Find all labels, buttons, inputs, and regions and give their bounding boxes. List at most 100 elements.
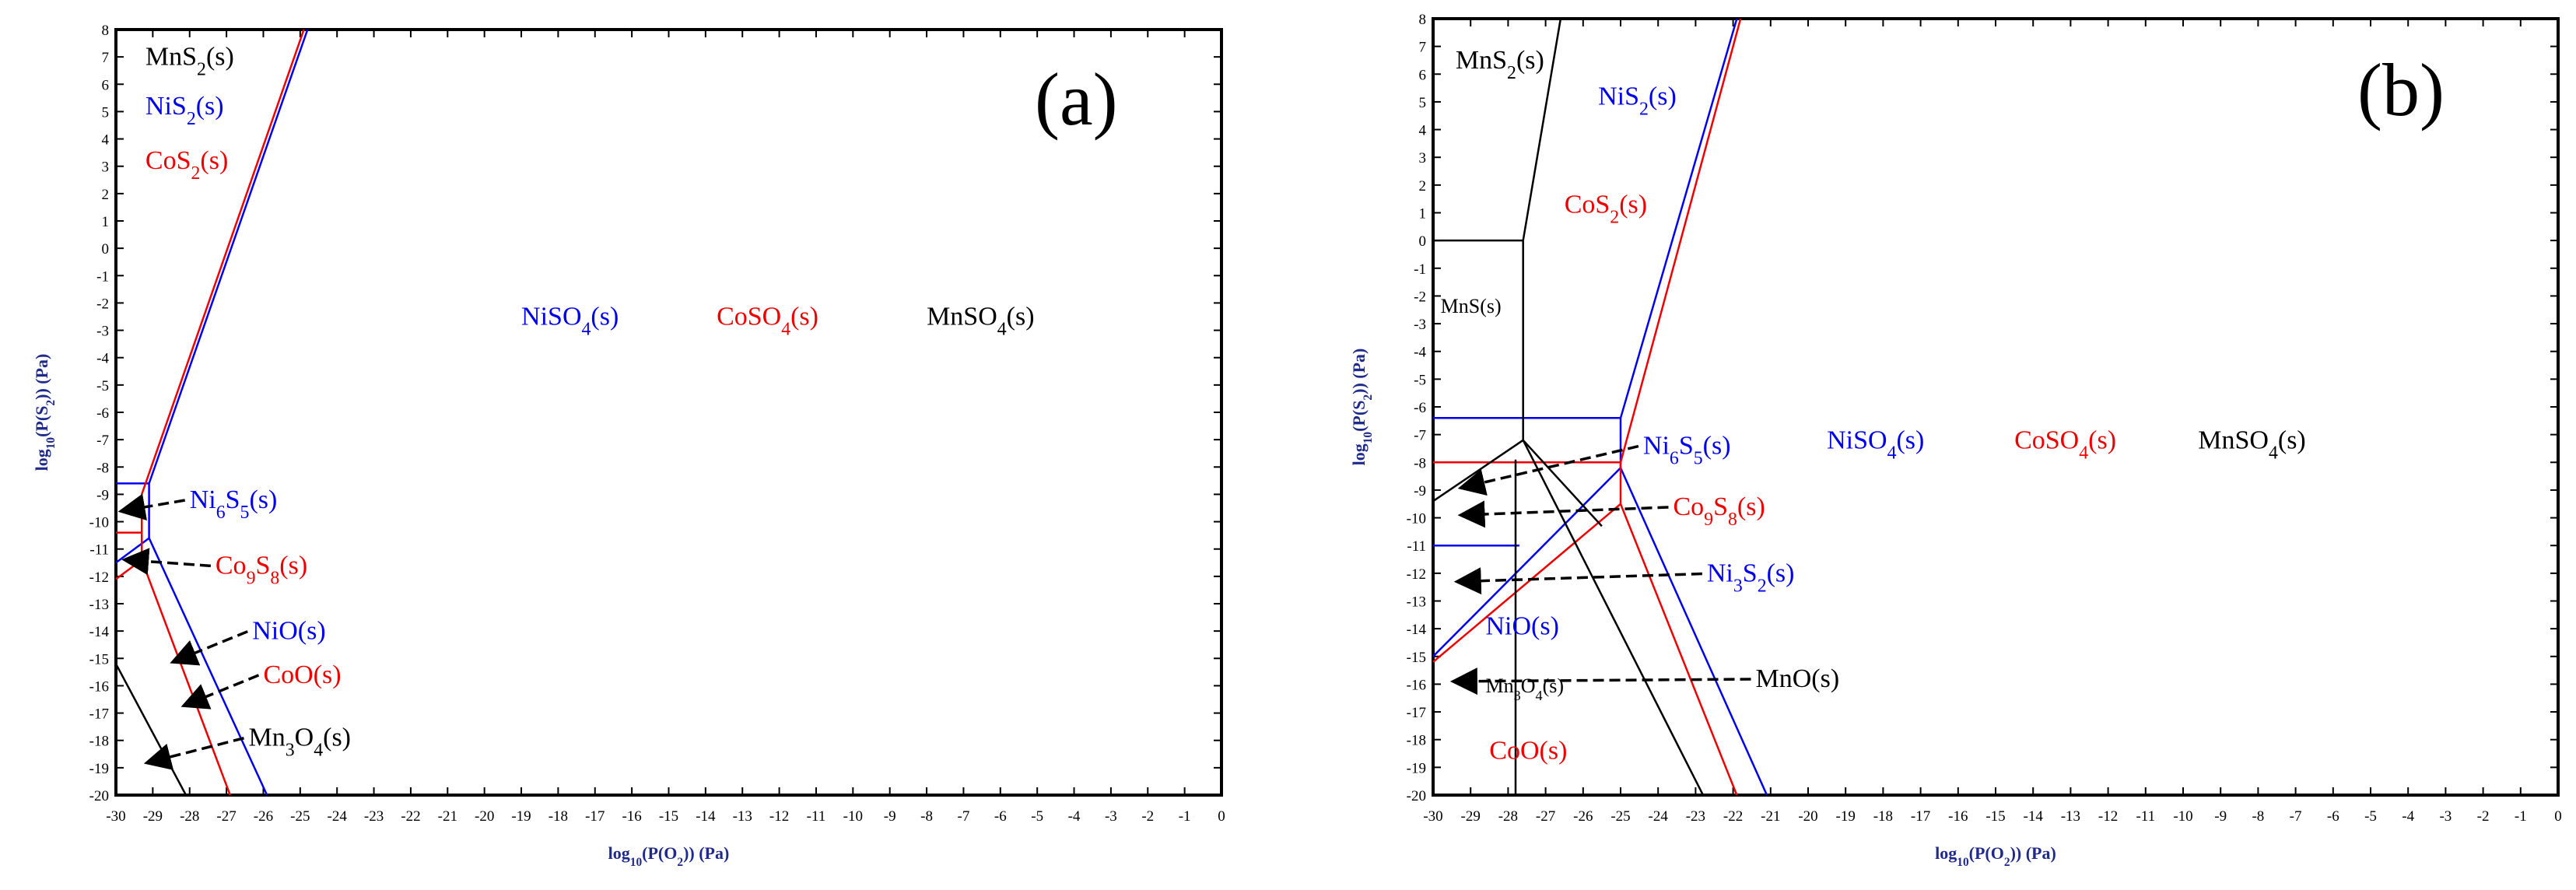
co-phase-boundary	[1432, 503, 1621, 663]
y-tick-label: -9	[96, 487, 109, 503]
y-tick-label: 0	[1419, 233, 1427, 250]
y-tick-label: 7	[1419, 40, 1427, 56]
x-tick-label: -2	[2477, 808, 2490, 825]
y-tick-label: -17	[1407, 705, 1426, 721]
y-tick-label: 4	[102, 132, 110, 149]
x-tick-label: -10	[843, 808, 863, 825]
phase-label: Mn3O4(s)	[1485, 675, 1564, 703]
ni-phase-boundary	[1619, 18, 1738, 419]
y-tick-label: -2	[1414, 289, 1426, 305]
x-tick-label: -12	[2098, 808, 2118, 825]
annotation-arrow	[143, 737, 244, 770]
x-tick-label: -4	[2402, 808, 2414, 825]
y-tick-label: -10	[89, 515, 109, 531]
annotation-arrow	[180, 674, 260, 710]
x-tick-label: -22	[401, 808, 420, 825]
x-tick-label: -16	[1948, 808, 1968, 825]
x-tick-label: -24	[328, 808, 348, 825]
y-tick-label: -11	[89, 542, 109, 559]
x-tick-label: -21	[1761, 808, 1780, 825]
mn-phase-boundary	[1522, 440, 1705, 796]
phase-label: CoSO4(s)	[2014, 426, 2116, 463]
ni-phase-boundary	[115, 537, 150, 564]
x-tick-label: 0	[2554, 808, 2562, 825]
x-tick-label: -13	[733, 808, 752, 825]
x-tick-label: -3	[2439, 808, 2452, 825]
phase-label: NiSO4(s)	[1827, 426, 1924, 463]
x-tick-label: -25	[290, 808, 310, 825]
y-tick-label: -15	[89, 651, 109, 668]
x-tick-label: -14	[696, 808, 716, 825]
x-tick-label: -13	[2061, 808, 2080, 825]
annotation-arrow	[1449, 668, 1751, 696]
panel-b-chart: (b) -30 -29 -28 -27 -26 -25 -24 -23 -22 -21 -20 -19…	[1349, 12, 2562, 869]
annotation-arrow	[117, 493, 186, 521]
y-tick-label: -14	[89, 624, 110, 640]
mn-phase-boundary	[1522, 18, 1562, 241]
y-axis-label: log10(P(S2)) (Pa)	[1349, 349, 1375, 466]
x-tick-label: -28	[1498, 808, 1518, 825]
x-tick-label: -28	[180, 808, 199, 825]
x-tick-label: -12	[769, 808, 789, 825]
x-tick-label: -2	[1141, 808, 1154, 825]
x-tick-label: -24	[1649, 808, 1669, 825]
x-tick-label: -8	[2252, 808, 2264, 825]
phase-label: NiO(s)	[252, 617, 325, 646]
y-tick-label: -12	[89, 569, 109, 586]
phase-label: Ni6S5(s)	[1643, 432, 1731, 469]
x-tick-label: -26	[254, 808, 273, 825]
co-phase-boundary	[141, 559, 231, 796]
co-phase-boundary	[115, 559, 142, 580]
phase-label: Co9S8(s)	[1673, 492, 1765, 530]
y-tick-label: -20	[89, 788, 109, 804]
y-tick-label: 3	[102, 159, 110, 176]
y-tick-label: 8	[102, 23, 110, 39]
y-tick-label: 0	[102, 241, 110, 258]
x-tick-label: -22	[1723, 808, 1743, 825]
x-tick-label: -26	[1573, 808, 1593, 825]
x-tick-label: -15	[659, 808, 678, 825]
x-axis-label: log10(P(O2)) (Pa)	[1935, 843, 2056, 869]
y-tick-label: -13	[89, 597, 109, 613]
x-tick-label: -25	[1610, 808, 1630, 825]
phase-label: Mn3O4(s)	[249, 724, 352, 761]
x-tick-label: -11	[807, 808, 826, 825]
ni-phase-boundary	[148, 29, 309, 484]
y-axis-label: log10(P(S2)) (Pa)	[32, 354, 58, 471]
y-tick-label: -8	[1414, 455, 1426, 471]
ni-phase-boundary	[1619, 467, 1768, 796]
y-tick-label: 5	[102, 104, 110, 121]
y-tick-label: 6	[1419, 67, 1427, 83]
phase-label: CoS2(s)	[145, 146, 228, 184]
x-tick-label: -20	[1798, 808, 1817, 825]
x-tick-label: -16	[622, 808, 641, 825]
x-tick-label: -30	[1423, 808, 1442, 825]
x-tick-label: -30	[106, 808, 125, 825]
y-tick-label: 2	[1419, 178, 1427, 194]
x-tick-label: -6	[994, 808, 1007, 825]
panel-a-chart: (a) -30 -29 -28 -27 -26 -25 -24 -23 -22 -21 -20 -19…	[32, 23, 1225, 869]
x-tick-label: -17	[1911, 808, 1930, 825]
phase-label: Co9S8(s)	[216, 551, 307, 588]
phase-label: MnS(s)	[1441, 295, 1502, 317]
x-tick-label: -23	[364, 808, 384, 825]
y-tick-label: -3	[96, 324, 109, 340]
phase-label: MnS2(s)	[1456, 46, 1544, 83]
y-tick-label: -11	[1407, 538, 1426, 555]
y-tick-label: 8	[1419, 12, 1427, 28]
ni-phase-boundary	[148, 538, 268, 796]
y-tick-label: -4	[96, 351, 109, 367]
x-tick-label: -7	[958, 808, 970, 825]
x-tick-label: -7	[2290, 808, 2302, 825]
y-tick-label: 5	[1419, 95, 1427, 111]
y-tick-label: 7	[102, 50, 110, 66]
y-tick-label: -17	[89, 706, 109, 723]
y-tick-label: 6	[102, 77, 110, 93]
phase-label: CoO(s)	[1489, 737, 1567, 766]
phase-label: MnSO4(s)	[2198, 426, 2306, 463]
phase-label: MnS2(s)	[145, 43, 234, 80]
annotation-arrow	[121, 548, 212, 576]
x-tick-label: -1	[2515, 808, 2527, 825]
phase-label: MnO(s)	[1756, 664, 1840, 693]
x-tick-label: 0	[1218, 808, 1225, 825]
